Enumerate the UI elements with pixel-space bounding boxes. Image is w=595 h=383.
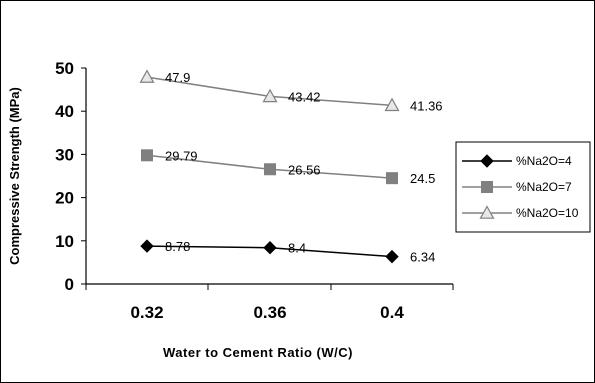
y-axis-title: Compressive Strength (MPa)	[7, 87, 22, 265]
data-point	[140, 239, 154, 253]
data-label: 24.5	[410, 171, 435, 186]
legend-entry: %Na2O=10	[462, 205, 579, 220]
data-point	[385, 249, 399, 264]
legend-label: %Na2O=7	[516, 180, 572, 194]
y-ticks: 0 10 20 30 40 50	[55, 59, 86, 294]
x-tick-label: 0.36	[253, 303, 286, 322]
y-tick-label: 0	[65, 275, 74, 294]
series-3: 47.9 43.42 41.36	[139, 69, 443, 113]
series-2: 29.79 26.56 24.5	[141, 148, 435, 186]
data-label: 43.42	[288, 89, 321, 104]
data-point	[264, 163, 276, 176]
data-label: 8.78	[165, 239, 190, 254]
x-tick-label: 0.32	[130, 303, 163, 322]
legend-entry: %Na2O=4	[462, 154, 572, 168]
data-point	[141, 149, 153, 162]
data-point	[139, 69, 155, 83]
data-label: 26.56	[288, 162, 321, 177]
plot-area	[85, 68, 453, 285]
data-label: 29.79	[165, 148, 198, 163]
y-tick-label: 50	[55, 59, 74, 78]
data-point	[263, 241, 277, 255]
y-tick-label: 10	[55, 232, 74, 251]
legend-marker	[481, 181, 493, 193]
data-point	[386, 172, 398, 185]
series-layer: 8.78 8.4 6.34 29.79 26.56 24.5 47.9 43.42 41.36	[139, 69, 443, 265]
x-tick-label: 0.4	[380, 303, 404, 322]
data-label: 47.9	[165, 70, 190, 85]
legend-marker	[479, 205, 495, 219]
data-label: 8.4	[288, 241, 306, 256]
y-tick-label: 30	[55, 145, 74, 164]
x-ticks: 0.32 0.36 0.4	[85, 284, 454, 322]
legend-marker	[480, 154, 494, 168]
legend: %Na2O=4 %Na2O=7 %Na2O=10	[455, 141, 591, 233]
legend-label: %Na2O=10	[516, 206, 579, 220]
legend-entry: %Na2O=7	[462, 180, 572, 194]
series-1: 8.78 8.4 6.34	[140, 239, 435, 265]
data-point	[262, 88, 278, 103]
y-tick-label: 40	[55, 102, 74, 121]
data-label: 41.36	[410, 98, 443, 113]
x-axis-title: Water to Cement Ratio (W/C)	[163, 345, 353, 360]
data-point	[384, 97, 400, 112]
data-label: 6.34	[410, 250, 435, 265]
y-tick-label: 20	[55, 189, 74, 208]
legend-label: %Na2O=4	[516, 154, 572, 168]
